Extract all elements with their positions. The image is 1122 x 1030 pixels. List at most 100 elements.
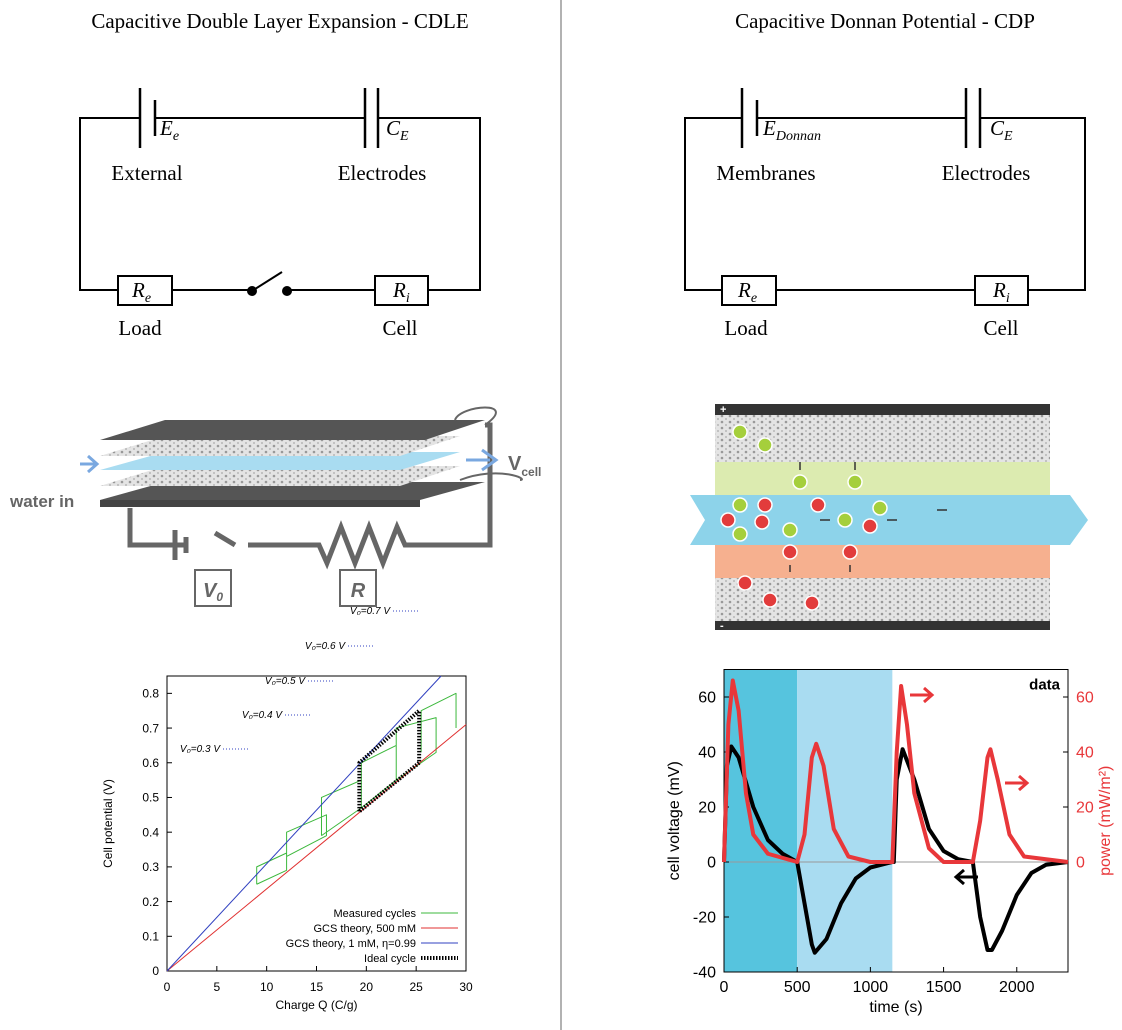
wire <box>79 117 481 291</box>
symbol-sub: e <box>173 129 179 144</box>
symbol: Re <box>131 278 151 306</box>
axis-arrow <box>1005 774 1030 792</box>
pole: - <box>720 620 724 632</box>
y-tick-label: -20 <box>693 910 716 927</box>
symbol-main: V <box>203 580 218 602</box>
label: Load <box>724 316 768 340</box>
annotation: V₀=0.4 V <box>242 710 283 721</box>
annotation: V₀=0.3 V <box>180 744 221 755</box>
axis-arrow <box>953 868 978 886</box>
shaded-region <box>797 669 893 972</box>
legend-label: GCS theory, 1 mM, η=0.99 <box>286 938 416 950</box>
membrane <box>715 462 1050 495</box>
y2-tick-label: 0 <box>1076 855 1085 872</box>
y-tick-label: 20 <box>698 800 716 817</box>
symbol-sub: e <box>145 291 151 306</box>
symbol-main: C <box>386 116 401 140</box>
symbol: CE <box>990 116 1013 144</box>
series-line <box>256 692 457 885</box>
symbol-sub: cell <box>521 465 541 479</box>
resistor <box>374 275 429 306</box>
y-tick-label: 0.1 <box>142 929 159 943</box>
electrode <box>100 420 485 440</box>
symbol-main: R <box>131 278 145 302</box>
resistor <box>721 275 777 306</box>
y-tick-label: 40 <box>698 745 716 762</box>
y-axis-label: Cell potential (V) <box>101 779 115 868</box>
series-line <box>722 678 1069 864</box>
x-tick-label: 1000 <box>853 979 889 996</box>
symbol-main: C <box>990 116 1005 140</box>
x-tick-label: 25 <box>409 980 423 994</box>
symbol: EDonnan <box>762 116 821 144</box>
wire <box>684 117 1086 291</box>
electrode <box>715 404 1050 415</box>
legend-label: Ideal cycle <box>364 953 416 965</box>
switch-contact <box>282 286 292 296</box>
membrane <box>715 545 1050 578</box>
y2-tick-label: 20 <box>1076 800 1094 817</box>
label: External <box>111 161 182 185</box>
y-tick-label: 60 <box>698 690 716 707</box>
x-tick-label: 15 <box>310 980 324 994</box>
cations <box>720 497 878 611</box>
resistor <box>974 275 1029 306</box>
inflow-arrow <box>80 454 100 474</box>
lead <box>454 406 523 481</box>
symbol-sub: i <box>406 291 410 306</box>
symbol-main: R <box>992 278 1006 302</box>
x-tick-label: 10 <box>260 980 274 994</box>
symbol-main: E <box>762 116 776 140</box>
x-tick-label: 0 <box>164 980 171 994</box>
cell-illustration: water in Vcell V0 R <box>9 406 541 607</box>
annotation: V₀=0.5 V <box>265 676 306 687</box>
circuit: EDonnan CE Membranes Electrodes Re Ri Lo… <box>684 88 1086 340</box>
pole: + <box>720 404 726 416</box>
symbol-main: E <box>159 116 173 140</box>
annotation: data <box>1029 677 1061 694</box>
symbol-sub: e <box>751 291 757 306</box>
label: Vcell <box>508 453 541 479</box>
x-axis-label: time (s) <box>869 999 922 1016</box>
label: water in <box>9 492 74 511</box>
label-box <box>339 569 377 607</box>
legend-label: GCS theory, 500 mM <box>314 923 417 935</box>
symbol: Ee <box>159 116 179 144</box>
annotation: V₀=0.7 V <box>350 606 391 617</box>
y2-tick-label: 60 <box>1076 690 1094 707</box>
electrode <box>715 621 1050 630</box>
symbol-main: V <box>508 453 522 475</box>
x-tick-label: 1500 <box>926 979 962 996</box>
membrane-illustration: + - <box>690 404 1088 632</box>
y-tick-label: 0.3 <box>142 860 159 874</box>
x-axis-label: Charge Q (C/g) <box>275 998 357 1012</box>
switch-lever <box>251 271 283 292</box>
porous-layer <box>715 415 1050 462</box>
y-tick-label: 0 <box>707 855 716 872</box>
symbol-main: R <box>392 278 406 302</box>
symbol-sub: i <box>1006 291 1010 306</box>
symbol-sub: 0 <box>216 590 223 604</box>
x-tick-label: 20 <box>360 980 374 994</box>
symbol-sub: Donnan <box>775 129 821 144</box>
x-tick-label: 2000 <box>999 979 1035 996</box>
circuit: Ee CE External Electrodes Re Ri Load Cel… <box>79 88 481 340</box>
symbol-main: R <box>737 278 751 302</box>
y-axis-label: cell voltage (mV) <box>666 761 683 880</box>
y-tick-label: 0.8 <box>142 687 159 701</box>
electrode <box>100 482 485 500</box>
x-tick-label: 0 <box>720 979 729 996</box>
label-box <box>194 569 232 607</box>
y-tick-label: -40 <box>693 965 716 982</box>
y-tick-label: 0.4 <box>142 825 159 839</box>
y-tick-label: 0.2 <box>142 895 159 909</box>
x-tick-label: 30 <box>459 980 473 994</box>
porous-layer <box>100 466 460 486</box>
label: Electrodes <box>338 161 427 185</box>
label: Cell <box>383 316 418 340</box>
annotation: V₀=0.6 V <box>305 641 346 652</box>
x-tick-label: 5 <box>213 980 220 994</box>
y2-axis-label: power (mW/m²) <box>1097 766 1114 876</box>
